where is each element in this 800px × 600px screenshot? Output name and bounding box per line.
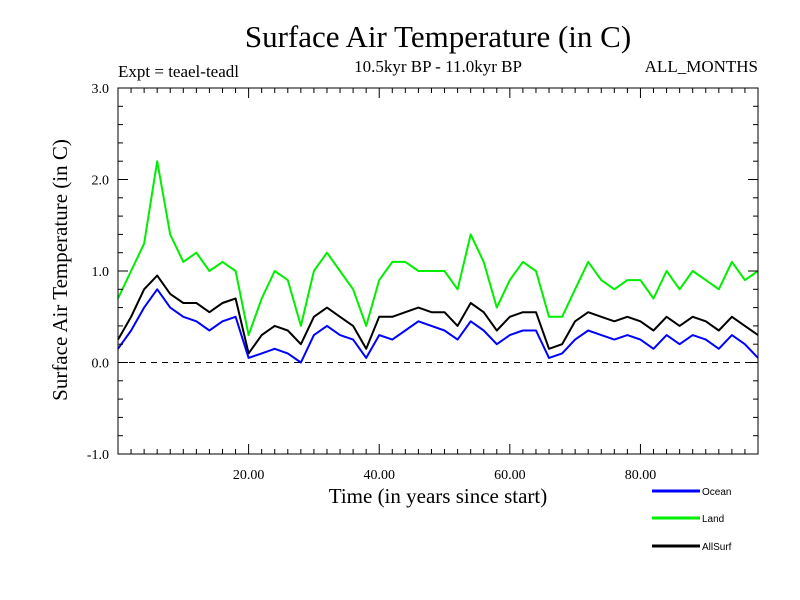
y-tick-label: 1.0 bbox=[92, 265, 110, 280]
chart-subtitle-period: 10.5kyr BP - 11.0kyr BP bbox=[354, 57, 522, 76]
y-tick-label: 2.0 bbox=[92, 174, 110, 189]
legend-label-allsurf: AllSurf bbox=[702, 542, 732, 553]
x-tick-label: 60.00 bbox=[494, 468, 526, 483]
y-tick-label: 0.0 bbox=[92, 357, 110, 372]
y-tick-label: 3.0 bbox=[92, 82, 110, 97]
chart-title: Surface Air Temperature (in C) bbox=[245, 19, 631, 54]
x-tick-label: 80.00 bbox=[625, 468, 657, 483]
legend: Ocean Land AllSurf bbox=[652, 487, 732, 553]
series-line-ocean bbox=[117, 288, 759, 364]
x-tick-label: 40.00 bbox=[363, 468, 395, 483]
chart-subtitle-months: ALL_MONTHS bbox=[645, 57, 758, 76]
y-axis-label: Surface Air Temperature (in C) bbox=[48, 139, 72, 401]
y-tick-label: -1.0 bbox=[87, 448, 109, 463]
legend-label-land: Land bbox=[702, 514, 724, 525]
chart-subtitle-experiment: Expt = teael-teadl bbox=[118, 62, 239, 81]
series-line-land bbox=[117, 160, 759, 337]
x-axis-label: Time (in years since start) bbox=[329, 484, 548, 508]
legend-label-ocean: Ocean bbox=[702, 487, 731, 498]
x-tick-label: 20.00 bbox=[233, 468, 265, 483]
series-line-allsurf bbox=[117, 274, 759, 355]
